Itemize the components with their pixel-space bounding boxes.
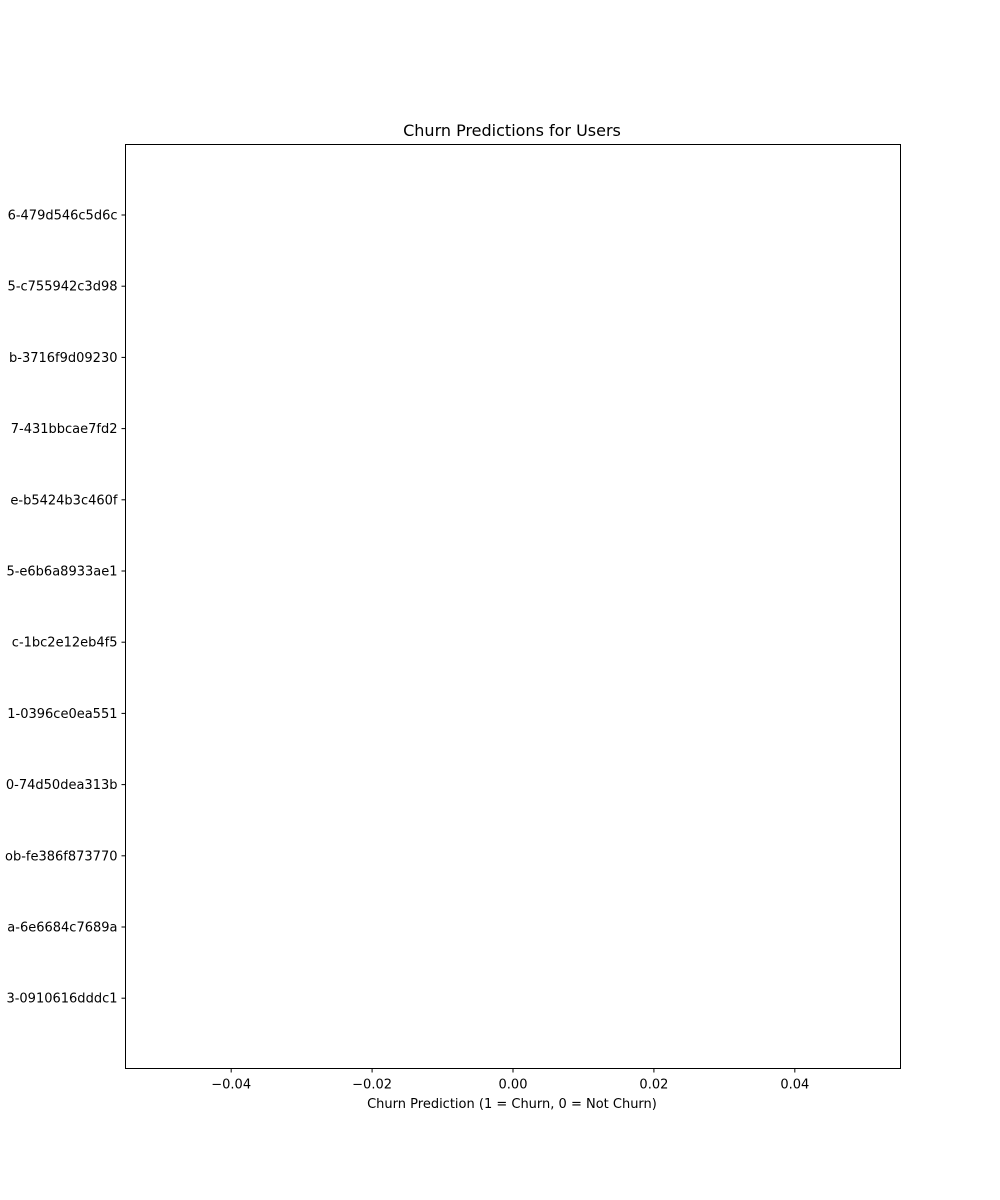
x-tick-label: 0.04 — [780, 1078, 809, 1093]
x-tick-label: −0.02 — [352, 1078, 392, 1093]
x-tick-label: 0.00 — [499, 1078, 528, 1093]
y-tick-label: 7-431bbcae7fd2 — [11, 422, 118, 437]
y-axis: 6-479d546c5d6c 5-c755942c3d98 b-3716f9d092… — [5, 209, 126, 1007]
y-tick-label: 0-74d50dea313b — [6, 778, 118, 793]
chart-title: Churn Predictions for Users — [403, 121, 621, 140]
x-tick-label: 0.02 — [639, 1078, 668, 1093]
y-tick-label: 3-0910616dddc1 — [6, 992, 117, 1007]
y-tick-label: b-3716f9d09230 — [9, 351, 117, 366]
y-tick-label: ob-fe386f873770 — [5, 849, 118, 864]
y-tick-label: e-b5424b3c460f — [10, 493, 118, 508]
x-tick-label: −0.04 — [211, 1078, 251, 1093]
x-axis: −0.04 −0.02 0.00 0.02 0.04 — [211, 1068, 809, 1093]
y-tick-label: 6-479d546c5d6c — [8, 209, 118, 224]
y-tick-label: 5-c755942c3d98 — [8, 280, 118, 295]
plot-frame — [125, 144, 901, 1069]
y-tick-label: 5-e6b6a8933ae1 — [6, 565, 117, 580]
y-tick-label: 1-0396ce0ea551 — [7, 707, 117, 722]
y-tick-label: c-1bc2e12eb4f5 — [12, 636, 118, 651]
x-axis-label: Churn Prediction (1 = Churn, 0 = Not Chu… — [367, 1097, 657, 1112]
y-tick-label: a-6e6684c7689a — [7, 921, 117, 936]
